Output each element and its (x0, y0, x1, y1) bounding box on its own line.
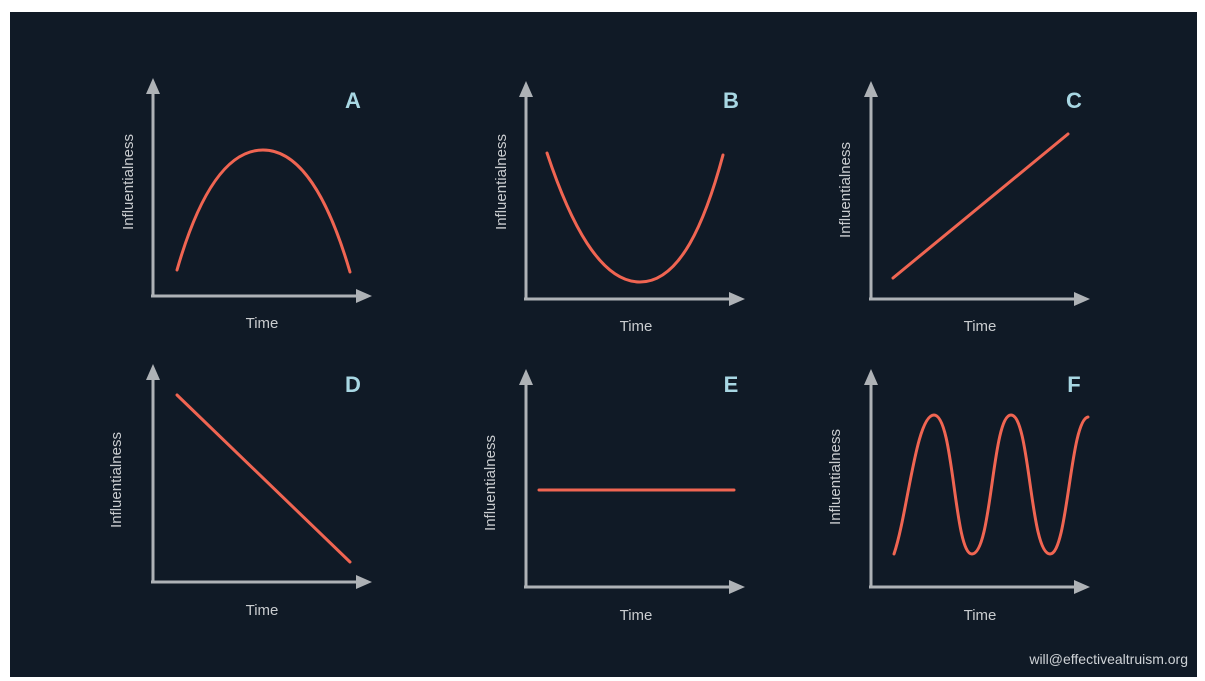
y-axis-arrow (864, 369, 878, 385)
x-axis-arrow (356, 575, 372, 589)
y-axis-arrow (519, 81, 533, 97)
panel-f: Influentialness Time F (827, 369, 1090, 624)
y-axis-label: Influentialness (493, 134, 510, 230)
panel-b: Influentialness Time B (493, 81, 745, 335)
footer-email: will@effectivealtruism.org (1028, 651, 1188, 667)
x-axis-label: Time (620, 318, 653, 335)
y-axis-label: Influentialness (482, 435, 499, 531)
x-axis-label: Time (964, 607, 997, 624)
x-axis-arrow (729, 580, 745, 594)
curve-decreasing-line (175, 393, 352, 564)
x-axis-label: Time (246, 315, 279, 332)
curve-u (545, 151, 725, 284)
x-axis-arrow (356, 289, 372, 303)
x-axis-arrow (1074, 292, 1090, 306)
y-axis-arrow (146, 78, 160, 94)
x-axis-label: Time (964, 318, 997, 335)
diagram-canvas: Influentialness Time A Influentialness T… (108, 78, 1188, 667)
panel-letter: F (1067, 372, 1080, 397)
panel-letter: D (345, 372, 361, 397)
y-axis-arrow (146, 364, 160, 380)
y-axis-label: Influentialness (120, 134, 137, 230)
panel-e: Influentialness Time E (482, 369, 745, 624)
x-axis-label: Time (246, 602, 279, 619)
y-axis-label: Influentialness (837, 142, 854, 238)
panel-letter: E (724, 372, 739, 397)
curve-oscillating (892, 413, 1090, 556)
y-axis-arrow (864, 81, 878, 97)
slide: Influentialness Time A Influentialness T… (10, 12, 1197, 677)
y-axis-label: Influentialness (827, 429, 844, 525)
x-axis-arrow (1074, 580, 1090, 594)
curve-inverted-u (175, 148, 352, 274)
panel-d: Influentialness Time D (108, 364, 372, 619)
panel-a: Influentialness Time A (120, 78, 372, 332)
panel-letter: B (723, 88, 739, 113)
y-axis-label: Influentialness (108, 432, 125, 528)
panel-letter: C (1066, 88, 1082, 113)
panel-c: Influentialness Time C (837, 81, 1090, 335)
curve-increasing-line (891, 132, 1070, 280)
x-axis-label: Time (620, 607, 653, 624)
panel-letter: A (345, 88, 361, 113)
y-axis-arrow (519, 369, 533, 385)
x-axis-arrow (729, 292, 745, 306)
